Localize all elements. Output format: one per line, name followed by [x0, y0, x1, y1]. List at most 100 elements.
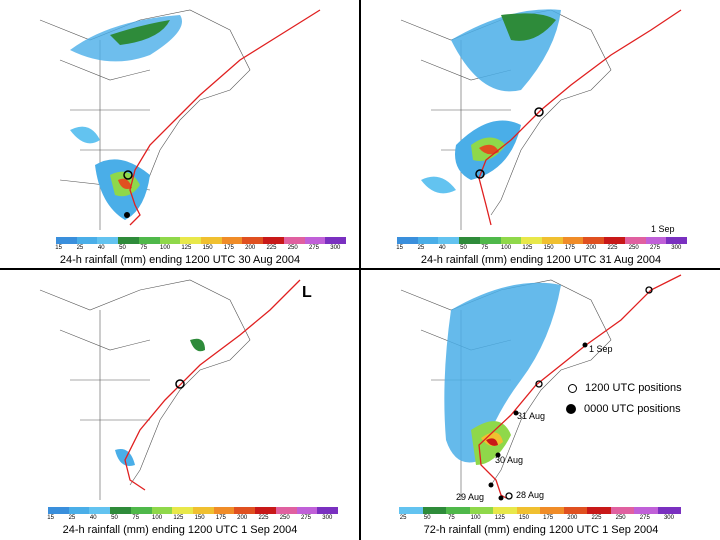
- colorbar-tick-label: 50: [460, 245, 467, 251]
- rainfall-map-1sep: L 15 25 40 50 75 100 125 150 175 200 225 250 275 300 …: [0, 270, 360, 538]
- colorbar-swatch: [516, 507, 540, 514]
- colorbar-tick-label: 250: [279, 515, 290, 521]
- colorbar-ticks-31aug: 15 25 40 50 75 100 125 150 175 200 225 250 275 300: [389, 245, 687, 251]
- colorbar-ticks-30aug: 15 25 40 50 75 100 125 150 175 200 225 250 275 300: [48, 245, 346, 251]
- colorbar-swatch: [397, 237, 418, 244]
- colorbar-swatch: [666, 237, 688, 244]
- colorbar-swatch: [325, 237, 347, 244]
- track-label-28aug: 28 Aug: [516, 490, 545, 500]
- colorbar-tick-label: 200: [586, 245, 597, 251]
- colorbar-tick-label: 75: [481, 245, 489, 251]
- track-label-1sep: 1 Sep: [651, 224, 675, 234]
- colorbar-tick-label: 275: [639, 515, 650, 521]
- caption-72h: 72-h rainfall (mm) ending 1200 UTC 1 Sep…: [423, 524, 659, 536]
- colorbar-swatch: [521, 237, 543, 244]
- colorbar-tick-label: 225: [258, 515, 269, 521]
- colorbar-swatch: [89, 507, 111, 514]
- colorbar-tick-label: 250: [287, 245, 298, 251]
- colorbar-31aug: [397, 237, 688, 244]
- dot-marker-icon: [566, 404, 576, 414]
- colorbar-tick-label: 125: [173, 515, 184, 521]
- colorbar-tick-label: 200: [245, 245, 256, 251]
- colorbar-swatch: [242, 237, 264, 244]
- storm-track-31aug: [478, 9, 682, 226]
- colorbar-tick-label: 225: [591, 515, 602, 521]
- caption-30aug: 24-h rainfall (mm) ending 1200 UTC 30 Au…: [59, 254, 301, 266]
- colorbar-swatch: [624, 237, 646, 244]
- colorbar-swatch: [469, 507, 493, 514]
- colorbar-30aug: [56, 237, 347, 244]
- colorbar-tick-label: 150: [202, 245, 213, 251]
- colorbar-swatch: [493, 507, 517, 514]
- colorbar-tick-label: 175: [564, 245, 575, 251]
- colorbar-swatch: [255, 507, 276, 514]
- colorbar-tick-label: 40: [89, 515, 97, 521]
- colorbar-tick-label: 15: [47, 515, 54, 521]
- colorbar-ticks-1sep: 15 25 40 50 75 100 125 150 175 200 225 250 275 300: [40, 515, 338, 521]
- track-label-1sep: 1 Sep: [589, 344, 613, 354]
- storm-track-1sep: [124, 279, 301, 491]
- colorbar-swatch: [110, 507, 131, 514]
- colorbar-swatch: [542, 237, 563, 244]
- colorbar-tick-label: 175: [543, 515, 554, 521]
- colorbar-tick-label: 15: [396, 245, 403, 251]
- colorbar-tick-label: 225: [266, 245, 277, 251]
- colorbar-tick-label: 300: [322, 515, 333, 521]
- colorbar-swatch: [159, 237, 181, 244]
- colorbar-tick-label: 75: [132, 515, 140, 521]
- colorbar-swatch: [48, 507, 69, 514]
- panel-divider-horizontal: [0, 268, 720, 270]
- colorbar-tick-label: 125: [181, 245, 192, 251]
- colorbar-72h: [399, 507, 681, 514]
- colorbar-tick-label: 250: [615, 515, 626, 521]
- colorbar-swatch: [500, 237, 522, 244]
- colorbar-tick-label: 150: [518, 515, 529, 521]
- colorbar-tick-label: 275: [650, 245, 661, 251]
- colorbar-tick-label: 300: [671, 245, 682, 251]
- rain-areas-1sep: [115, 338, 205, 466]
- colorbar-swatch: [399, 507, 423, 514]
- ring-marker-icon: [568, 383, 577, 393]
- track-label-29aug: 29 Aug: [456, 492, 485, 502]
- colorbar-tick-label: 275: [309, 245, 320, 251]
- colorbar-swatch: [304, 237, 326, 244]
- colorbar-tick-label: 100: [152, 515, 163, 521]
- colorbar-swatch: [138, 237, 160, 244]
- colorbar-swatch: [587, 507, 611, 514]
- colorbar-tick-label: 300: [330, 245, 341, 251]
- rain-areas-30aug: [70, 15, 182, 220]
- colorbar-swatch: [479, 237, 501, 244]
- panel-divider-vertical: [359, 0, 361, 540]
- colorbar-tick-label: 150: [194, 515, 205, 521]
- rain-areas-31aug: [421, 9, 561, 194]
- colorbar-tick-label: 275: [301, 515, 312, 521]
- colorbar-tick-label: 50: [119, 245, 126, 251]
- colorbar-swatch: [417, 237, 439, 244]
- colorbar-swatch: [56, 237, 77, 244]
- colorbar-swatch: [540, 507, 564, 514]
- colorbar-tick-label: 200: [237, 515, 248, 521]
- colorbar-swatch: [446, 507, 470, 514]
- colorbar-tick-label: 175: [215, 515, 226, 521]
- colorbar-swatch: [201, 237, 222, 244]
- colorbar-tick-label: 175: [223, 245, 234, 251]
- colorbar-tick-label: 125: [522, 245, 533, 251]
- low-pressure-symbol: L: [302, 284, 312, 301]
- colorbar-swatch: [234, 507, 256, 514]
- colorbar-swatch: [76, 237, 98, 244]
- colorbar-tick-label: 25: [76, 245, 84, 251]
- colorbar-tick-label: 40: [438, 245, 446, 251]
- colorbar-swatch: [563, 507, 587, 514]
- colorbar-tick-label: 25: [68, 515, 76, 521]
- legend-1200utc: 1200 UTC positions: [568, 382, 682, 394]
- rainfall-map-72h: 1 Sep 31 Aug 30 Aug 29 Aug 28 Aug 1200 U…: [361, 270, 720, 538]
- colorbar-swatch: [275, 507, 297, 514]
- basemap-31aug: [400, 9, 682, 230]
- rain-areas-72h: [444, 282, 561, 465]
- colorbar-swatch: [97, 237, 119, 244]
- colorbar-swatch: [283, 237, 305, 244]
- colorbar-swatch: [317, 507, 339, 514]
- rainfall-map-31aug: 1 Sep 15 25 40 50 75 100 125 150 175 200 225 250 275…: [361, 0, 720, 268]
- colorbar-swatch: [151, 507, 173, 514]
- colorbar-tick-label: 225: [607, 245, 618, 251]
